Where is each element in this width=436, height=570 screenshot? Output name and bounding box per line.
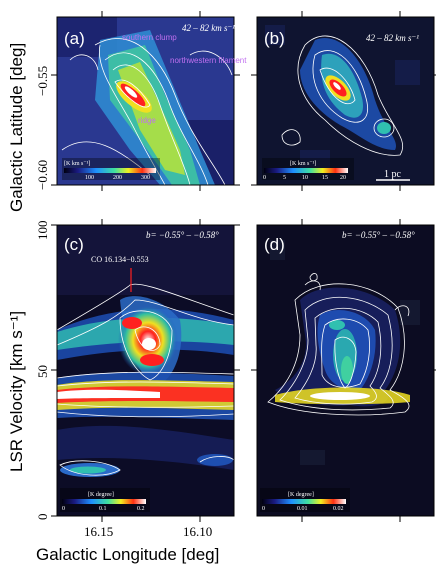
y-tick-label: −0.55	[35, 66, 50, 96]
panel-a-label: (a)	[64, 29, 85, 48]
panel-d-colorbar-tick: 0	[262, 506, 265, 512]
panel-d-colorbar-unit: [K degree]	[288, 492, 314, 498]
x-tick-label: 16.10	[183, 524, 212, 539]
panel-b-colorbar-tick: 15	[322, 175, 328, 181]
panel-a: (a) 42 – 82 km s⁻¹ southern clump northw…	[56, 16, 247, 186]
panel-c-colorbar	[62, 499, 146, 504]
scale-bar-label: 1 pc	[384, 169, 402, 180]
axis-ticks	[51, 11, 436, 522]
panel-b-label: (b)	[264, 29, 285, 48]
panel-c-colorbar-tick: 0.2	[137, 506, 145, 512]
panel-a-velocity-range: 42 – 82 km s⁻¹	[182, 23, 235, 33]
annotation-southern-clump: southern clump	[122, 33, 177, 42]
panel-b: (b) 42 – 82 km s⁻¹ [K km s⁻¹] 0 5 10 15 …	[256, 16, 435, 186]
panel-a-colorbar	[64, 168, 156, 173]
y-tick-label: 50	[35, 365, 50, 378]
y-tick-label: −0.60	[35, 160, 50, 190]
panel-a-frame	[56, 16, 235, 186]
panel-d-label: (d)	[264, 235, 285, 254]
panel-c-label: (c)	[64, 235, 84, 254]
source-label-co16134: CO 16.134−0.553	[91, 255, 149, 264]
panel-a-colorbar-tick: 300	[141, 175, 150, 181]
panel-d: (d) b= −0.55° – −0.58° [K degree] 0 0.01…	[256, 224, 435, 517]
panel-a-colorbar-tick: 100	[85, 175, 94, 181]
annotation-ridge: ridge	[138, 116, 156, 125]
panel-a-colorbar-tick: 200	[113, 175, 122, 181]
panel-a-colorbar-unit: [K km s⁻¹]	[64, 161, 90, 167]
annotation-northwestern-filament: northwestern filament	[170, 56, 247, 65]
panel-c-colorbar-tick: 0.1	[99, 506, 107, 512]
panel-c-latitude-range: b= −0.55° – −0.58°	[146, 230, 219, 240]
y-tick-label: 0	[35, 514, 50, 521]
panel-b-velocity-range: 42 – 82 km s⁻¹	[366, 33, 419, 43]
panel-b-colorbar-tick: 20	[340, 175, 346, 181]
panel-b-colorbar-tick: 10	[302, 175, 308, 181]
panel-c: (c) b= −0.55° – −0.58° CO 16.134−0.553 […	[56, 224, 235, 517]
panel-d-colorbar-tick: 0.02	[333, 506, 344, 512]
panel-d-colorbar	[262, 499, 346, 504]
panel-d-colorbar-tick: 0.01	[297, 506, 308, 512]
panel-d-latitude-range: b= −0.55° – −0.58°	[342, 230, 415, 240]
panel-b-colorbar-tick: 5	[283, 175, 286, 181]
panel-b-frame	[256, 16, 435, 186]
y-tick-label: 100	[35, 221, 50, 241]
y-axis-title-latitude: Galactic Latitude [deg]	[7, 43, 26, 212]
panel-b-colorbar	[264, 168, 348, 173]
x-tick-label: 16.15	[84, 524, 113, 539]
panel-c-colorbar-unit: [K degree]	[88, 492, 114, 498]
y-axis-title-velocity: LSR Velocity [km s⁻¹]	[7, 311, 26, 472]
x-axis-title-longitude: Galactic Longitude [deg]	[36, 545, 219, 564]
panel-c-colorbar-tick: 0	[62, 506, 65, 512]
panel-b-colorbar-tick: 0	[263, 175, 266, 181]
panel-b-colorbar-unit: [K km s⁻¹]	[290, 161, 316, 167]
